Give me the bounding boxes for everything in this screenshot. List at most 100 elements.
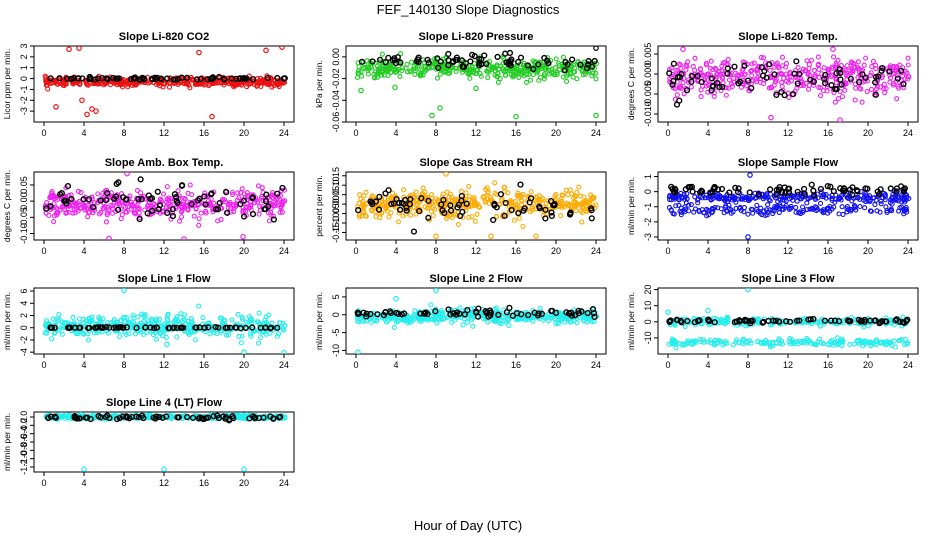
data-point	[241, 191, 247, 197]
reference-point	[425, 59, 432, 66]
reference-point	[216, 199, 223, 207]
reference-point	[249, 210, 257, 218]
reference-point	[773, 186, 780, 193]
reference-point	[106, 324, 113, 331]
data-point	[734, 337, 740, 343]
y-tick-label: 3	[19, 43, 29, 48]
data-point	[164, 184, 170, 190]
reference-point	[735, 80, 742, 87]
data-point	[252, 200, 258, 206]
data-point	[817, 92, 824, 99]
reference-point	[887, 185, 894, 192]
data-point	[61, 83, 67, 89]
data-point	[490, 317, 496, 323]
reference-point	[232, 75, 240, 82]
data-point	[356, 214, 363, 220]
data-point	[452, 211, 459, 217]
reference-point	[425, 214, 432, 221]
reference-point	[778, 88, 785, 96]
data-point	[269, 84, 275, 90]
reference-point	[201, 324, 208, 332]
reference-point	[173, 197, 180, 205]
data-point	[834, 335, 840, 341]
reference-point	[741, 62, 748, 69]
data-point	[131, 81, 137, 87]
data-point	[574, 76, 580, 82]
reference-point	[142, 324, 149, 331]
reference-point	[376, 56, 384, 63]
reference-point	[56, 75, 63, 82]
data-point	[727, 72, 734, 78]
data-point	[51, 330, 57, 336]
reference-point	[461, 311, 468, 318]
x-tick-label: 0	[41, 360, 46, 370]
data-point	[828, 73, 834, 80]
data-point	[388, 65, 394, 71]
reference-point	[262, 324, 269, 331]
data-point	[111, 317, 117, 323]
data-point	[809, 57, 815, 63]
data-point	[794, 198, 800, 204]
y-tick-label: 0.10	[331, 176, 341, 194]
reference-point	[508, 207, 515, 214]
data-point	[588, 192, 594, 198]
reference-point	[724, 70, 731, 77]
data-point	[56, 311, 62, 317]
data-point	[758, 54, 764, 60]
reference-point	[575, 307, 582, 314]
reference-point	[478, 56, 485, 63]
y-tick-label: 0.005	[643, 43, 653, 66]
data-point	[124, 79, 130, 85]
x-tick-label: 4	[393, 128, 398, 138]
data-point	[725, 62, 731, 68]
data-point	[820, 341, 827, 347]
reference-point	[439, 207, 446, 214]
reference-point	[898, 67, 905, 74]
y-tick-label: 0	[19, 325, 29, 330]
outlier-point	[93, 108, 99, 114]
outlier-point	[121, 288, 127, 294]
y-tick-label: 0.05	[19, 176, 29, 194]
data-point	[556, 320, 562, 326]
reference-point	[810, 78, 817, 85]
data-point	[798, 76, 804, 82]
outlier-point	[196, 49, 202, 56]
data-point	[894, 96, 900, 102]
reference-point	[515, 58, 522, 66]
data-point	[396, 210, 402, 216]
reference-point	[222, 324, 229, 331]
reference-point	[447, 202, 454, 209]
data-point	[735, 73, 742, 79]
points-layer	[354, 46, 600, 120]
data-point	[280, 320, 286, 327]
reference-point	[577, 61, 584, 68]
x-tick-label: 4	[705, 246, 710, 256]
data-point	[108, 202, 114, 208]
data-point	[468, 203, 474, 209]
data-point	[428, 208, 434, 214]
data-point	[453, 65, 459, 71]
reference-point	[135, 195, 142, 203]
data-point	[257, 335, 263, 341]
reference-point	[893, 188, 900, 195]
data-point	[498, 63, 504, 69]
data-point	[173, 317, 179, 323]
y-tick-label: 0.15	[331, 167, 341, 185]
data-point	[526, 71, 532, 77]
data-point	[762, 212, 768, 218]
outlier-point	[488, 233, 494, 240]
data-point	[821, 193, 827, 199]
data-point	[536, 197, 542, 203]
reference-point	[862, 185, 869, 192]
data-point	[240, 208, 246, 214]
data-point	[70, 314, 76, 320]
data-point	[865, 195, 871, 201]
data-point	[125, 84, 131, 90]
data-point	[501, 318, 507, 324]
data-point	[277, 209, 283, 215]
data-point	[873, 342, 879, 348]
data-point	[848, 208, 854, 214]
data-point	[73, 201, 79, 207]
reference-point	[853, 187, 860, 194]
